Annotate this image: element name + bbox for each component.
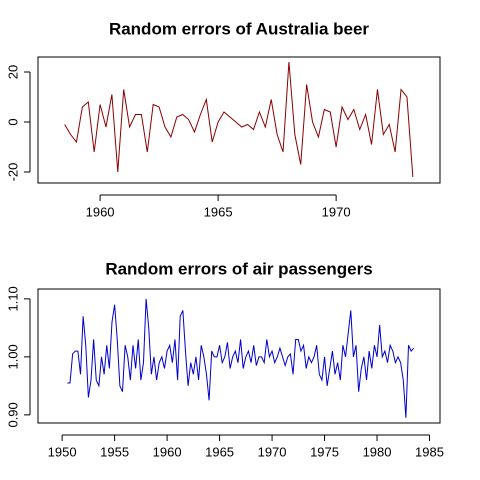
- plot-box: [37, 288, 441, 424]
- x-tick-label: 1960: [86, 204, 115, 219]
- x-tick-label: 1960: [153, 444, 182, 459]
- plot-box: [37, 56, 441, 184]
- series-line: [64, 61, 414, 178]
- y-tick-label: 1.10: [5, 286, 20, 311]
- x-tick-label: 1970: [322, 204, 351, 219]
- series-line: [67, 298, 415, 418]
- y-tick-label: 0: [5, 118, 20, 125]
- x-tick-label: 1980: [363, 444, 392, 459]
- y-tick-label: 0.90: [5, 402, 20, 427]
- x-tick-label: 1955: [100, 444, 129, 459]
- x-tick-label: 1965: [205, 444, 234, 459]
- chart-title: Random errors of Australia beer: [109, 19, 369, 38]
- chart-title: Random errors of air passengers: [105, 259, 372, 278]
- y-tick-label: 20: [5, 65, 20, 79]
- x-tick-label: 1950: [48, 444, 77, 459]
- x-tick-label: 1975: [310, 444, 339, 459]
- y-tick-label: 1.00: [5, 344, 20, 369]
- x-tick-label: 1985: [415, 444, 444, 459]
- x-tick-label: 1965: [204, 204, 233, 219]
- y-tick-label: -20: [5, 163, 20, 182]
- x-tick-label: 1970: [258, 444, 287, 459]
